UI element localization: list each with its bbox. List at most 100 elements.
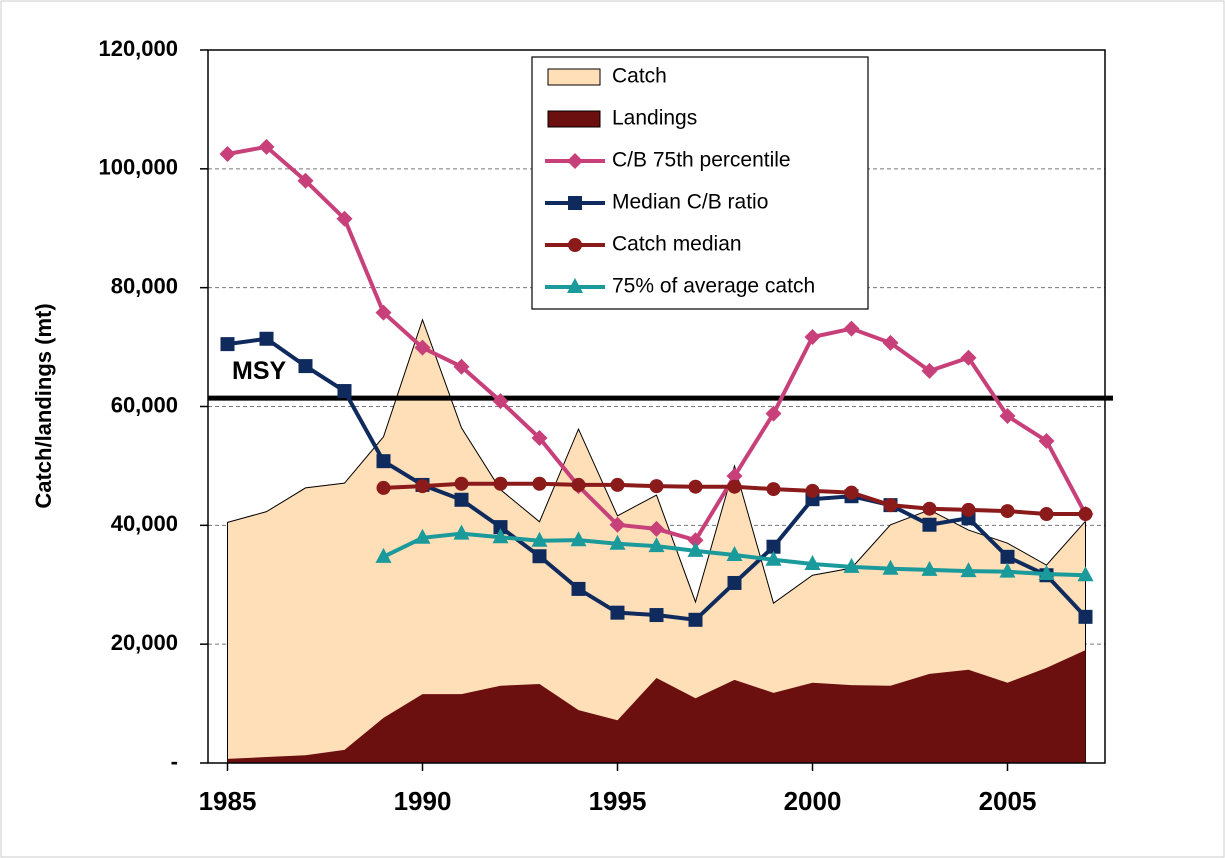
marker xyxy=(921,560,938,576)
marker xyxy=(492,528,509,544)
x-tick-label: 1985 xyxy=(199,786,257,816)
marker xyxy=(568,196,582,210)
marker xyxy=(727,479,742,494)
marker xyxy=(609,534,626,550)
marker xyxy=(999,562,1016,578)
marker xyxy=(961,502,976,517)
y-tick-label: 40,000 xyxy=(111,511,178,536)
marker xyxy=(765,405,782,422)
marker xyxy=(454,476,469,491)
marker xyxy=(922,517,937,532)
marker xyxy=(844,485,859,500)
marker xyxy=(883,498,898,513)
marker xyxy=(571,581,586,596)
legend-label: Catch xyxy=(612,65,667,88)
marker xyxy=(375,547,392,563)
marker xyxy=(220,337,235,352)
marker xyxy=(727,575,742,590)
marker xyxy=(375,304,392,321)
marker xyxy=(532,476,547,491)
marker xyxy=(1077,566,1094,582)
y-tick-label: 120,000 xyxy=(98,36,178,61)
marker xyxy=(493,476,508,491)
x-tick-label: 1995 xyxy=(589,786,647,816)
marker xyxy=(1039,507,1054,522)
marker xyxy=(414,339,431,356)
marker xyxy=(766,539,781,554)
marker xyxy=(649,608,664,623)
legend-box xyxy=(531,56,869,310)
marker xyxy=(297,172,314,189)
marker xyxy=(1000,504,1015,519)
area xyxy=(227,650,1086,763)
marker xyxy=(882,334,899,351)
legend-label: Landings xyxy=(612,107,697,130)
x-tick-label: 2000 xyxy=(784,786,842,816)
marker xyxy=(726,546,743,562)
marker xyxy=(453,358,470,375)
legend-label: Median C/B ratio xyxy=(612,191,768,214)
marker xyxy=(921,362,938,379)
legend-label: C/B 75th percentile xyxy=(612,149,791,172)
legend-label: Catch median xyxy=(612,233,742,256)
marker xyxy=(376,454,391,469)
y-tick-label: 80,000 xyxy=(111,273,178,298)
marker xyxy=(765,550,782,566)
marker xyxy=(298,359,313,374)
marker xyxy=(570,531,587,547)
marker xyxy=(609,516,626,533)
y-axis-label: Catch/landings (mt) xyxy=(31,303,56,508)
marker xyxy=(219,145,236,162)
marker xyxy=(493,520,508,535)
marker xyxy=(805,483,820,498)
marker xyxy=(843,557,860,573)
marker xyxy=(648,537,665,553)
marker xyxy=(610,605,625,620)
marker xyxy=(1078,507,1093,522)
marker xyxy=(688,479,703,494)
marker xyxy=(843,320,860,337)
marker xyxy=(414,528,431,544)
marker xyxy=(649,479,664,494)
marker xyxy=(492,393,509,410)
marker xyxy=(882,559,899,575)
marker xyxy=(454,492,469,507)
x-tick-label: 2005 xyxy=(979,786,1037,816)
marker xyxy=(531,531,548,547)
marker xyxy=(1038,565,1055,581)
marker xyxy=(999,408,1016,425)
legend-label: 75% of average catch xyxy=(612,275,815,298)
marker xyxy=(337,384,352,399)
marker xyxy=(922,501,937,516)
marker xyxy=(376,480,391,495)
marker xyxy=(568,238,582,252)
marker xyxy=(610,477,625,492)
marker xyxy=(258,138,275,155)
marker xyxy=(648,520,665,537)
marker xyxy=(687,541,704,557)
marker xyxy=(567,153,583,169)
x-tick-label: 1990 xyxy=(394,786,452,816)
marker xyxy=(687,532,704,549)
marker xyxy=(415,479,430,494)
marker xyxy=(336,210,353,227)
legend-swatch xyxy=(547,68,601,86)
marker xyxy=(532,549,547,564)
y-tick-label: 20,000 xyxy=(111,630,178,655)
marker xyxy=(804,554,821,570)
y-tick-label: 100,000 xyxy=(98,155,178,180)
msy-label: MSY xyxy=(232,357,287,385)
marker xyxy=(960,349,977,366)
marker xyxy=(1038,432,1055,449)
y-tick-label: - xyxy=(171,749,178,774)
marker xyxy=(726,468,743,485)
plot-border xyxy=(207,49,1106,764)
marker xyxy=(259,331,274,346)
marker xyxy=(766,482,781,497)
marker xyxy=(804,328,821,345)
marker xyxy=(453,524,470,540)
legend-swatch xyxy=(547,110,601,128)
marker xyxy=(1078,609,1093,624)
y-tick-label: 60,000 xyxy=(111,392,178,417)
